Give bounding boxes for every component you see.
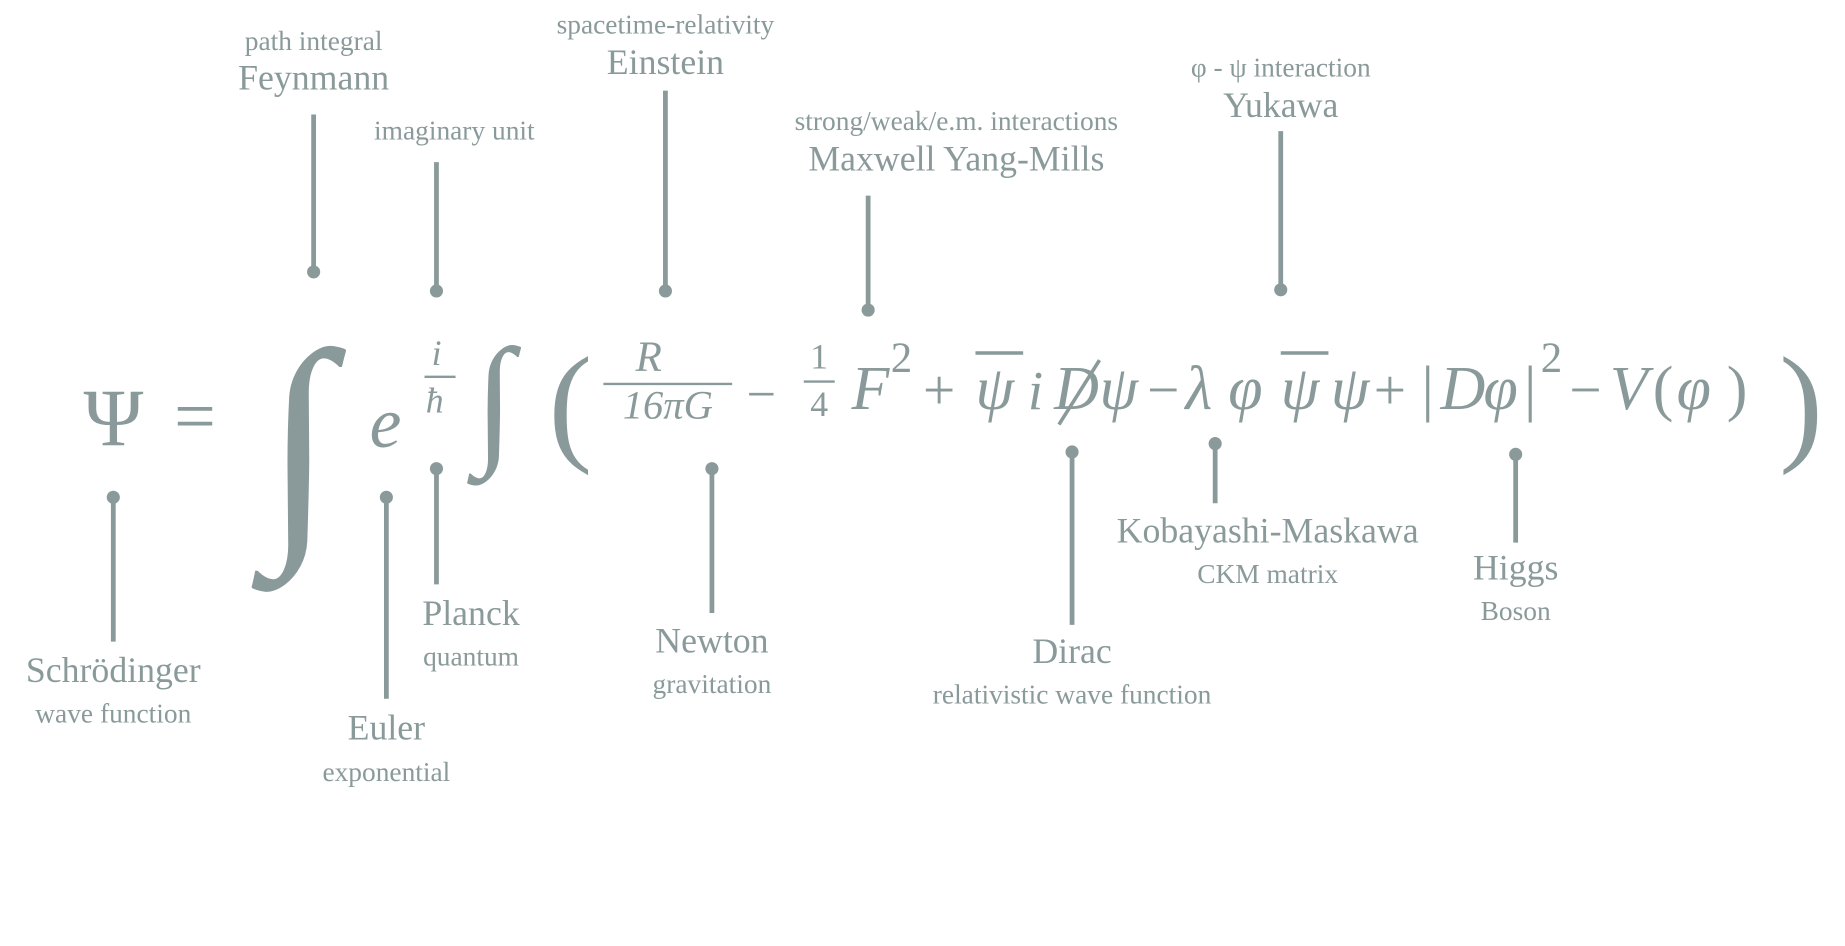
maxwell-subtitle: strong/weak/e.m. interactions [795, 106, 1118, 136]
kobayashi-name: Kobayashi-Maskawa [1117, 511, 1419, 551]
newton-subtitle: gravitation [653, 669, 772, 699]
kobayashi-dot [1208, 437, 1222, 451]
quarter-numerator: 1 [810, 336, 828, 376]
higgs-varphi: φ [1483, 355, 1517, 423]
minus-sign-1: − [747, 365, 777, 423]
potential-rparen: ) [1727, 355, 1748, 423]
potential-V: V [1610, 355, 1654, 423]
schrodinger-subtitle: wave function [35, 699, 191, 729]
yukawa-subtitle: φ - ψ interaction [1191, 52, 1371, 82]
psibar-2: ψ [1281, 355, 1321, 423]
connector-lines [110, 90, 1519, 699]
einstein-subtitle: spacetime-relativity [557, 9, 775, 39]
yukawa-lambda: λ [1183, 355, 1212, 423]
newton-name: Newton [655, 620, 768, 660]
potential-varphi: φ [1677, 355, 1711, 423]
feynmann-dot [307, 265, 321, 279]
dirac-subtitle: relativistic wave function [933, 680, 1212, 710]
abs-close: | [1524, 355, 1536, 423]
exponent-hbar: ħ [426, 381, 444, 421]
plus-sign-1: + [923, 359, 955, 422]
kobayashi-subtitle: CKM matrix [1197, 559, 1338, 589]
minus-sign-2: − [1147, 359, 1179, 422]
dirac-i: i [1028, 360, 1043, 421]
F-squared-exponent: 2 [891, 335, 912, 382]
imaginary-dot [429, 284, 444, 298]
maxwell-dot [861, 303, 875, 317]
plus-sign-2: + [1374, 359, 1406, 422]
bottom-labels: Schrödinger wave function Euler exponent… [26, 511, 1559, 787]
euler-subtitle: exponential [322, 757, 450, 787]
yukawa-dot [1274, 283, 1288, 297]
euler-name: Euler [348, 707, 426, 747]
einstein-name: Einstein [607, 42, 724, 82]
higgs-name: Higgs [1473, 548, 1558, 588]
imaginary-subtitle: imaginary unit [374, 116, 535, 146]
psi-symbol: Ψ [83, 373, 143, 463]
yukawa-name: Yukawa [1223, 85, 1338, 125]
big-right-paren: ) [1779, 331, 1823, 476]
yukawa-psi: ψ [1331, 355, 1371, 423]
inner-integral-sign: ∫ [467, 319, 522, 486]
yukawa-varphi: φ [1228, 355, 1262, 423]
einstein-dot [658, 284, 672, 298]
potential-lparen: ( [1653, 355, 1674, 423]
big-left-paren: ( [549, 331, 593, 476]
quarter-denominator: 4 [810, 384, 828, 424]
einstein-denominator: 16πG [623, 383, 713, 428]
connector-dots [106, 265, 1523, 504]
schrodinger-dot [106, 490, 120, 504]
minus-sign-3: − [1569, 359, 1601, 422]
einstein-numerator-R: R [635, 334, 662, 381]
diagram-ink: Ψ = ∫ e i ħ ∫ ( R 16πG − 1 4 F 2 + ψ i D… [26, 9, 1823, 787]
higgs-D: D [1440, 355, 1486, 423]
dirac-dot [1065, 445, 1079, 459]
dirac-psi: ψ [1099, 355, 1139, 423]
newton-dot [705, 462, 719, 476]
field-strength-F: F [850, 355, 890, 423]
dirac-name: Dirac [1032, 631, 1111, 671]
equals-sign: = [174, 375, 216, 457]
exponent-i: i [432, 333, 442, 373]
planck-dot [429, 462, 444, 476]
euler-dot [379, 490, 393, 504]
equation: Ψ = ∫ e i ħ ∫ ( R 16πG − 1 4 F 2 + ψ i D… [83, 303, 1822, 593]
dirac-slash [1057, 359, 1101, 426]
abs-open: | [1421, 355, 1433, 423]
planck-subtitle: quantum [423, 641, 519, 671]
psibar-1: ψ [975, 355, 1015, 423]
feynmann-subtitle: path integral [245, 26, 383, 56]
top-labels: path integral Feynmann imaginary unit sp… [238, 9, 1371, 178]
big-integral-sign: ∫ [251, 303, 347, 593]
higgs-subtitle: Boson [1481, 596, 1551, 626]
higgs-dot [1509, 447, 1523, 461]
equation-svg: Ψ = ∫ e i ħ ∫ ( R 16πG − 1 4 F 2 + ψ i D… [26, 9, 1823, 787]
exponential-e: e [370, 384, 402, 463]
higgs-squared-exponent: 2 [1541, 335, 1562, 382]
feynmann-name: Feynmann [238, 57, 389, 97]
schrodinger-name: Schrödinger [26, 650, 201, 690]
planck-name: Planck [422, 593, 519, 633]
maxwell-name: Maxwell Yang-Mills [808, 139, 1104, 179]
dirac-D: D [1053, 355, 1099, 423]
